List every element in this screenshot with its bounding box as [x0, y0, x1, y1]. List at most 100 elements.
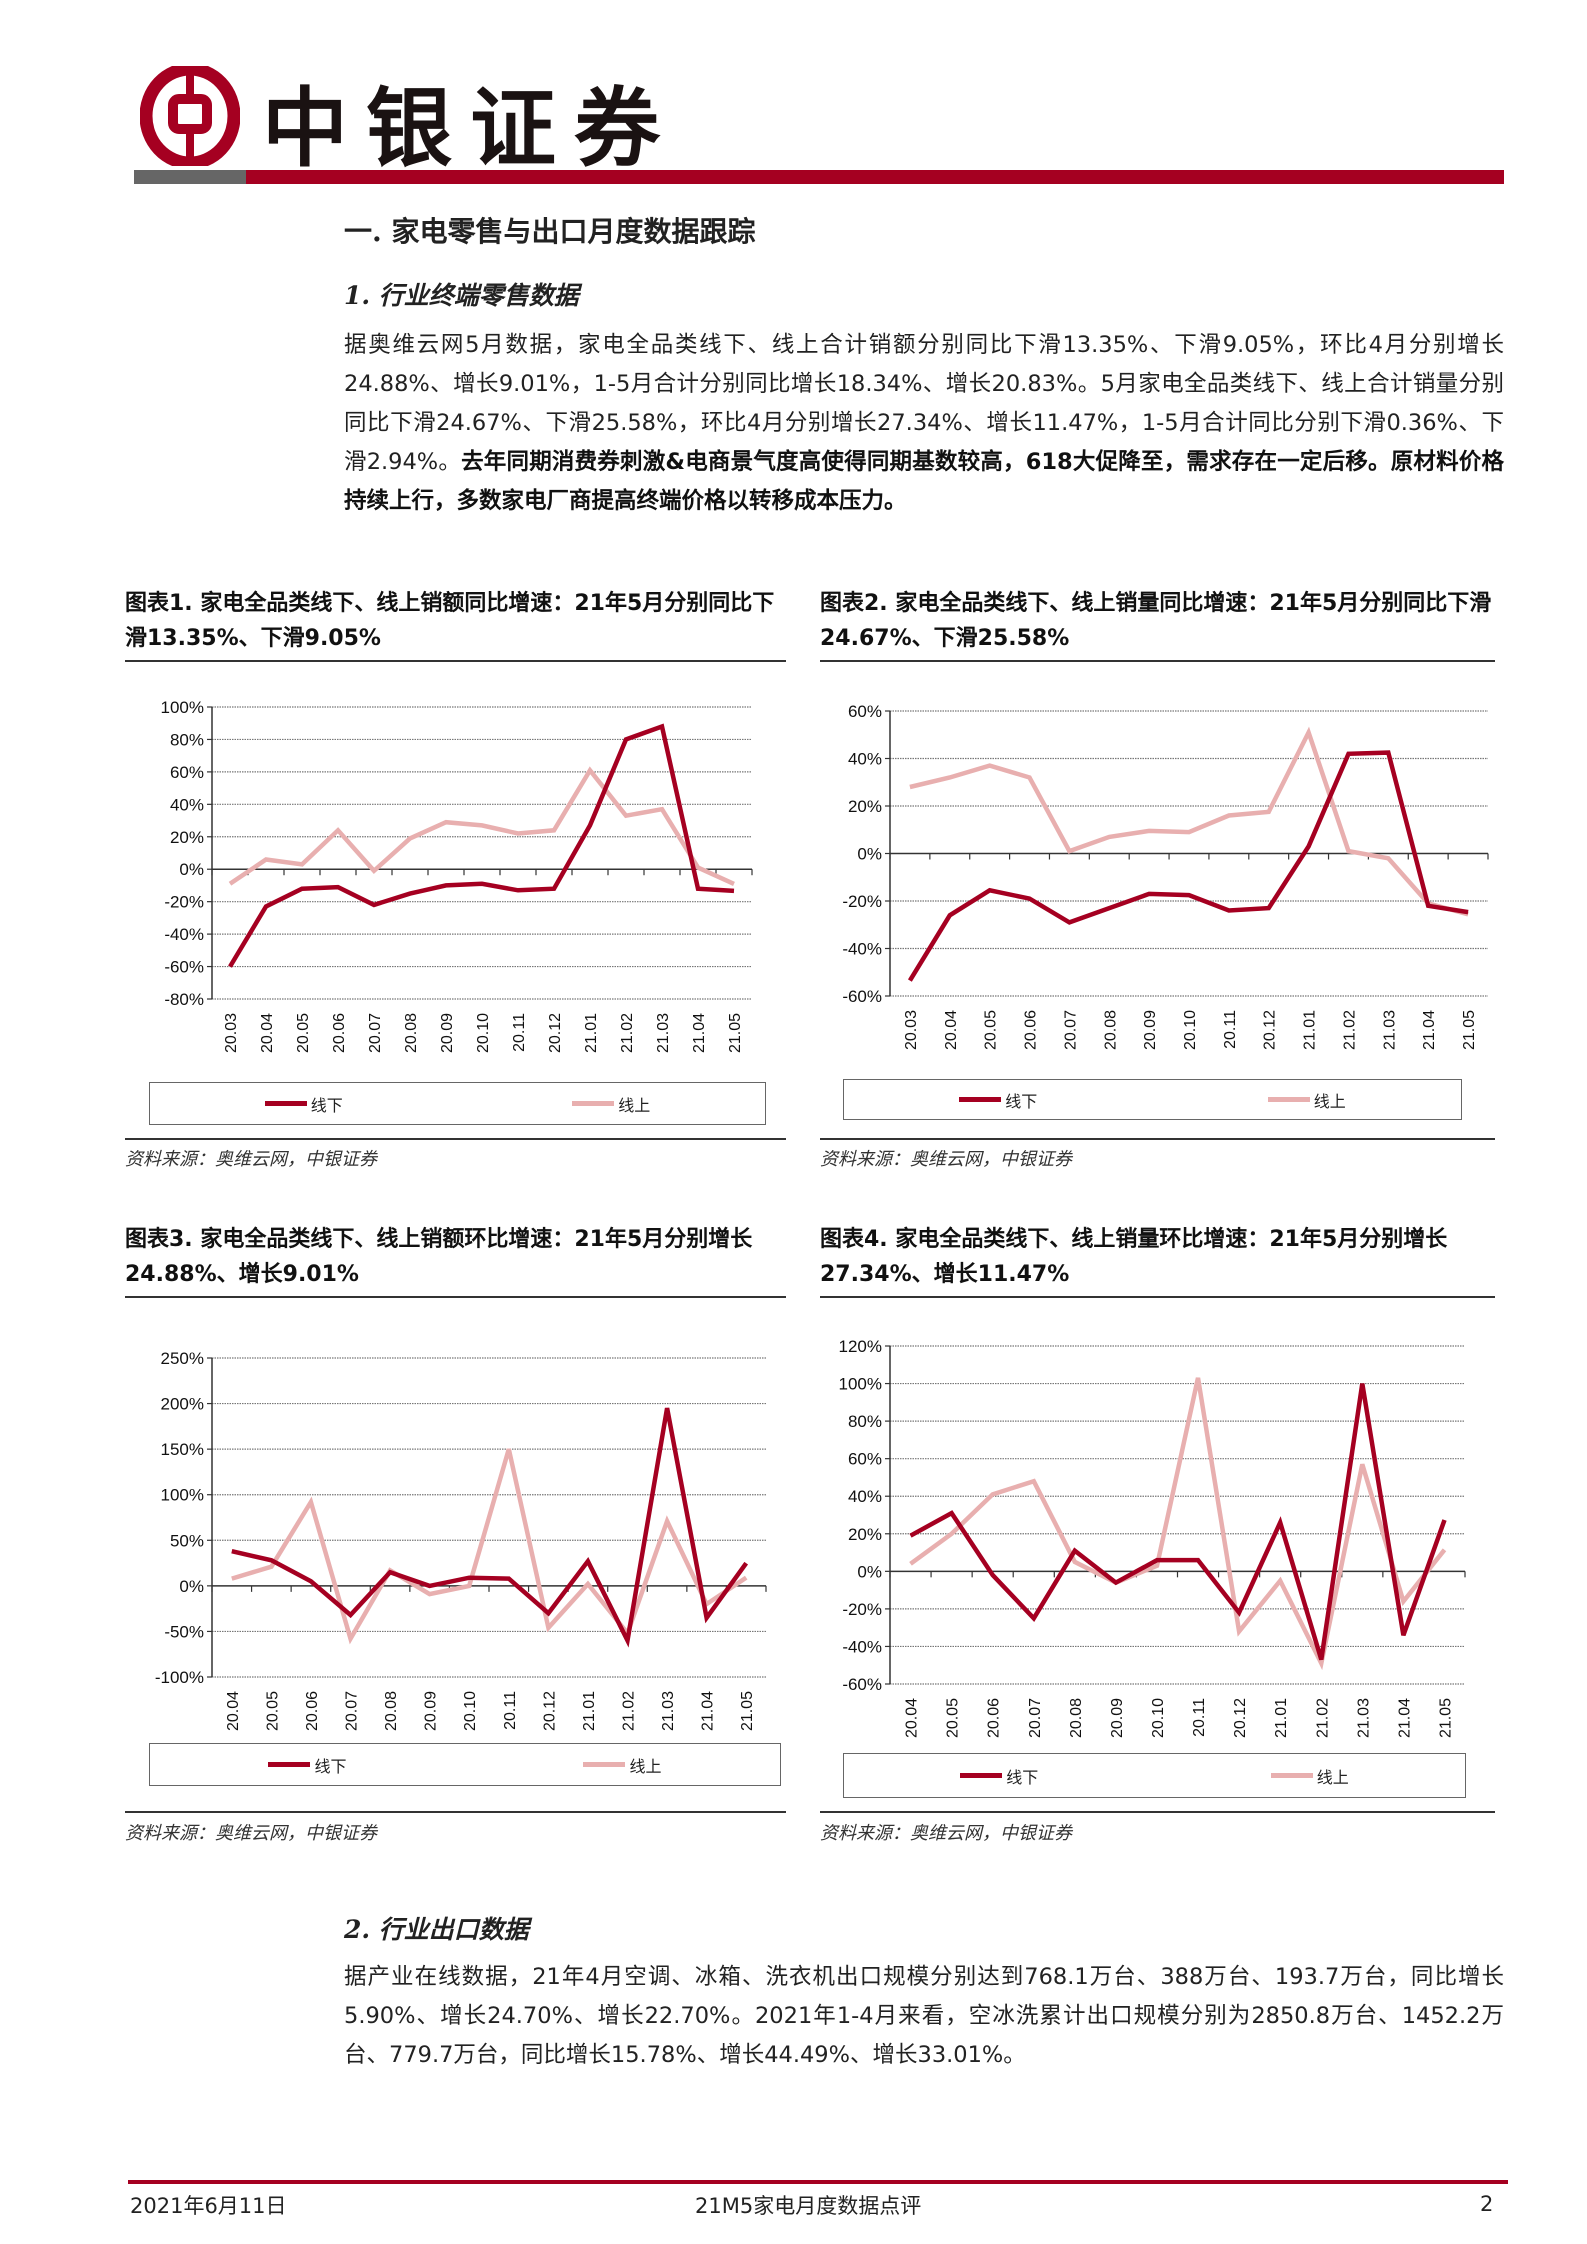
y-tick-label: 20%: [848, 797, 882, 816]
x-tick-label: 20.03: [223, 1013, 240, 1053]
x-tick-label: 20.09: [1142, 1010, 1159, 1050]
x-tick-label: 20.05: [295, 1013, 312, 1053]
y-tick-label: 100%: [161, 698, 204, 717]
x-tick-label: 21.02: [1314, 1698, 1331, 1738]
chart3-mom-sales-amount: -100% -50% 0% 50% 100% 150% 200% 250% 20.04 20.05…: [155, 1349, 767, 1731]
x-tick-label: 20.08: [1068, 1698, 1085, 1738]
x-tick-label: 21.03: [655, 1013, 672, 1053]
chart4-legend: 线下 线上: [843, 1753, 1466, 1798]
y-tick-label: 20%: [170, 828, 204, 847]
chart4-title: 图表4. 家电全品类线下、线上销量环比增速：21年5月分别增长27.34%、增长…: [820, 1227, 1448, 1287]
legend-item-online: 线上: [1267, 1088, 1346, 1112]
legend-item-offline: 线下: [959, 1088, 1037, 1112]
legend-swatch: [960, 1773, 1003, 1778]
y-tick-label: 100%: [161, 1486, 204, 1505]
y-tick-label: 0%: [179, 860, 204, 879]
y-tick-label: 120%: [839, 1337, 882, 1356]
x-tick-label: 21.01: [581, 1691, 598, 1731]
legend-swatch: [264, 1101, 307, 1106]
x-tick-label: 20.07: [344, 1691, 361, 1731]
y-tick-label: -80%: [164, 990, 204, 1009]
series-line-online: [231, 1448, 748, 1645]
x-tick-label: 21.03: [1381, 1010, 1398, 1050]
chart1-title-rule: [125, 660, 786, 662]
chart2-legend: 线下 线上: [843, 1079, 1462, 1120]
y-tick-label: -60%: [842, 987, 882, 1006]
x-tick-label: 21.01: [583, 1013, 600, 1053]
retail-paragraph-bold: 去年同期消费券刺激&电商景气度高使得同期基数较高，618大促降至，需求存在一定后…: [344, 449, 1505, 514]
y-tick-label: 80%: [848, 1412, 882, 1431]
y-tick-label: 60%: [848, 702, 882, 721]
x-tick-label: 21.04: [700, 1691, 717, 1731]
subsection-title-retail: 1. 行业终端零售数据: [344, 281, 579, 310]
retail-paragraph: 据奥维云网5月数据，家电全品类线下、线上合计销额分别同比下滑13.35%、下滑9…: [344, 326, 1504, 521]
y-tick-label: -50%: [164, 1622, 204, 1641]
header-red-bar: [246, 170, 1504, 184]
chart4-source: 资料来源：奥维云网，中银证券: [820, 1823, 1072, 1844]
y-tick-label: 200%: [161, 1395, 204, 1414]
x-tick-label: 21.05: [739, 1691, 756, 1731]
x-tick-label: 20.04: [943, 1010, 960, 1050]
x-tick-label: 21.05: [727, 1013, 744, 1053]
x-tick-label: 20.07: [1062, 1010, 1079, 1050]
legend-swatch: [1270, 1773, 1313, 1778]
chart4-mom-sales-volume: -60% -40% -20% 0% 20% 40% 60% 80% 100% 120% 20.04 2…: [839, 1337, 1466, 1738]
section-title: 一. 家电零售与出口月度数据跟踪: [344, 215, 756, 248]
y-tick-label: -40%: [842, 940, 882, 959]
x-tick-label: 20.08: [403, 1013, 420, 1053]
legend-label: 线上: [618, 1095, 651, 1115]
series-line-online: [909, 726, 1469, 917]
retail-paragraph-text: 据奥维云网5月数据，家电全品类线下、线上合计销额分别同比下滑13.35%、下滑9…: [344, 332, 1504, 475]
chart3-legend: 线下 线上: [149, 1743, 781, 1786]
legend-label: 线下: [314, 1756, 347, 1776]
x-tick-label: 21.03: [1355, 1698, 1372, 1738]
x-tick-label: 20.07: [1027, 1698, 1044, 1738]
x-tick-label: 20.05: [945, 1698, 962, 1738]
chart3-bottom-rule: [125, 1811, 786, 1813]
x-tick-label: 21.01: [1273, 1698, 1290, 1738]
x-tick-label: 20.05: [264, 1691, 281, 1731]
x-tick-label: 21.02: [619, 1013, 636, 1053]
chart2-bottom-rule: [820, 1138, 1495, 1140]
x-tick-label: 20.12: [547, 1013, 564, 1053]
chart2-source: 资料来源：奥维云网，中银证券: [820, 1149, 1072, 1170]
legend-label: 线上: [629, 1756, 662, 1776]
x-tick-label: 20.04: [259, 1013, 276, 1053]
x-tick-label: 20.11: [502, 1691, 519, 1730]
y-tick-label: -20%: [842, 1600, 882, 1619]
y-tick-label: 100%: [839, 1375, 882, 1394]
x-tick-label: 21.04: [691, 1013, 708, 1053]
bank-of-china-logo-icon: [139, 62, 241, 170]
x-tick-label: 21.02: [621, 1691, 638, 1731]
legend-swatch: [583, 1762, 626, 1767]
legend-item-offline: 线下: [960, 1764, 1038, 1788]
footer-rule: [128, 2180, 1508, 2184]
footer-page-number: 2: [1480, 2192, 1494, 2216]
chart1-title: 图表1. 家电全品类线下、线上销额同比增速：21年5月分别同比下滑13.35%、…: [125, 591, 775, 651]
y-tick-label: 40%: [848, 750, 882, 769]
series-line-offline: [909, 1383, 1447, 1661]
x-tick-label: 20.04: [904, 1698, 921, 1738]
chart3-source: 资料来源：奥维云网，中银证券: [125, 1823, 377, 1844]
legend-swatch: [959, 1097, 1002, 1102]
chart1-yoy-sales-amount: -80% -60% -40% -20% 0% 20% 40% 60% 80% 100% 20.03 2…: [161, 698, 753, 1053]
x-tick-label: 20.11: [1222, 1010, 1239, 1049]
x-tick-label: 20.07: [367, 1013, 384, 1053]
x-tick-label: 21.04: [1396, 1698, 1413, 1738]
series-line-online: [909, 1377, 1447, 1671]
legend-swatch: [1267, 1097, 1310, 1102]
chart3-title: 图表3. 家电全品类线下、线上销额环比增速：21年5月分别增长24.88%、增长…: [125, 1227, 753, 1287]
series-line-offline: [228, 723, 735, 968]
series-line-offline: [907, 750, 1469, 982]
company-logo: [139, 62, 241, 170]
y-tick-label: -20%: [164, 893, 204, 912]
y-tick-label: 20%: [848, 1525, 882, 1544]
y-tick-label: -60%: [842, 1675, 882, 1694]
chart1-bottom-rule: [125, 1138, 786, 1140]
y-tick-label: 50%: [170, 1531, 204, 1550]
legend-swatch: [268, 1762, 311, 1767]
y-tick-label: -100%: [155, 1668, 204, 1687]
x-tick-label: 20.12: [1232, 1698, 1249, 1738]
x-tick-label: 21.05: [1437, 1698, 1454, 1738]
y-tick-label: 0%: [179, 1577, 204, 1596]
